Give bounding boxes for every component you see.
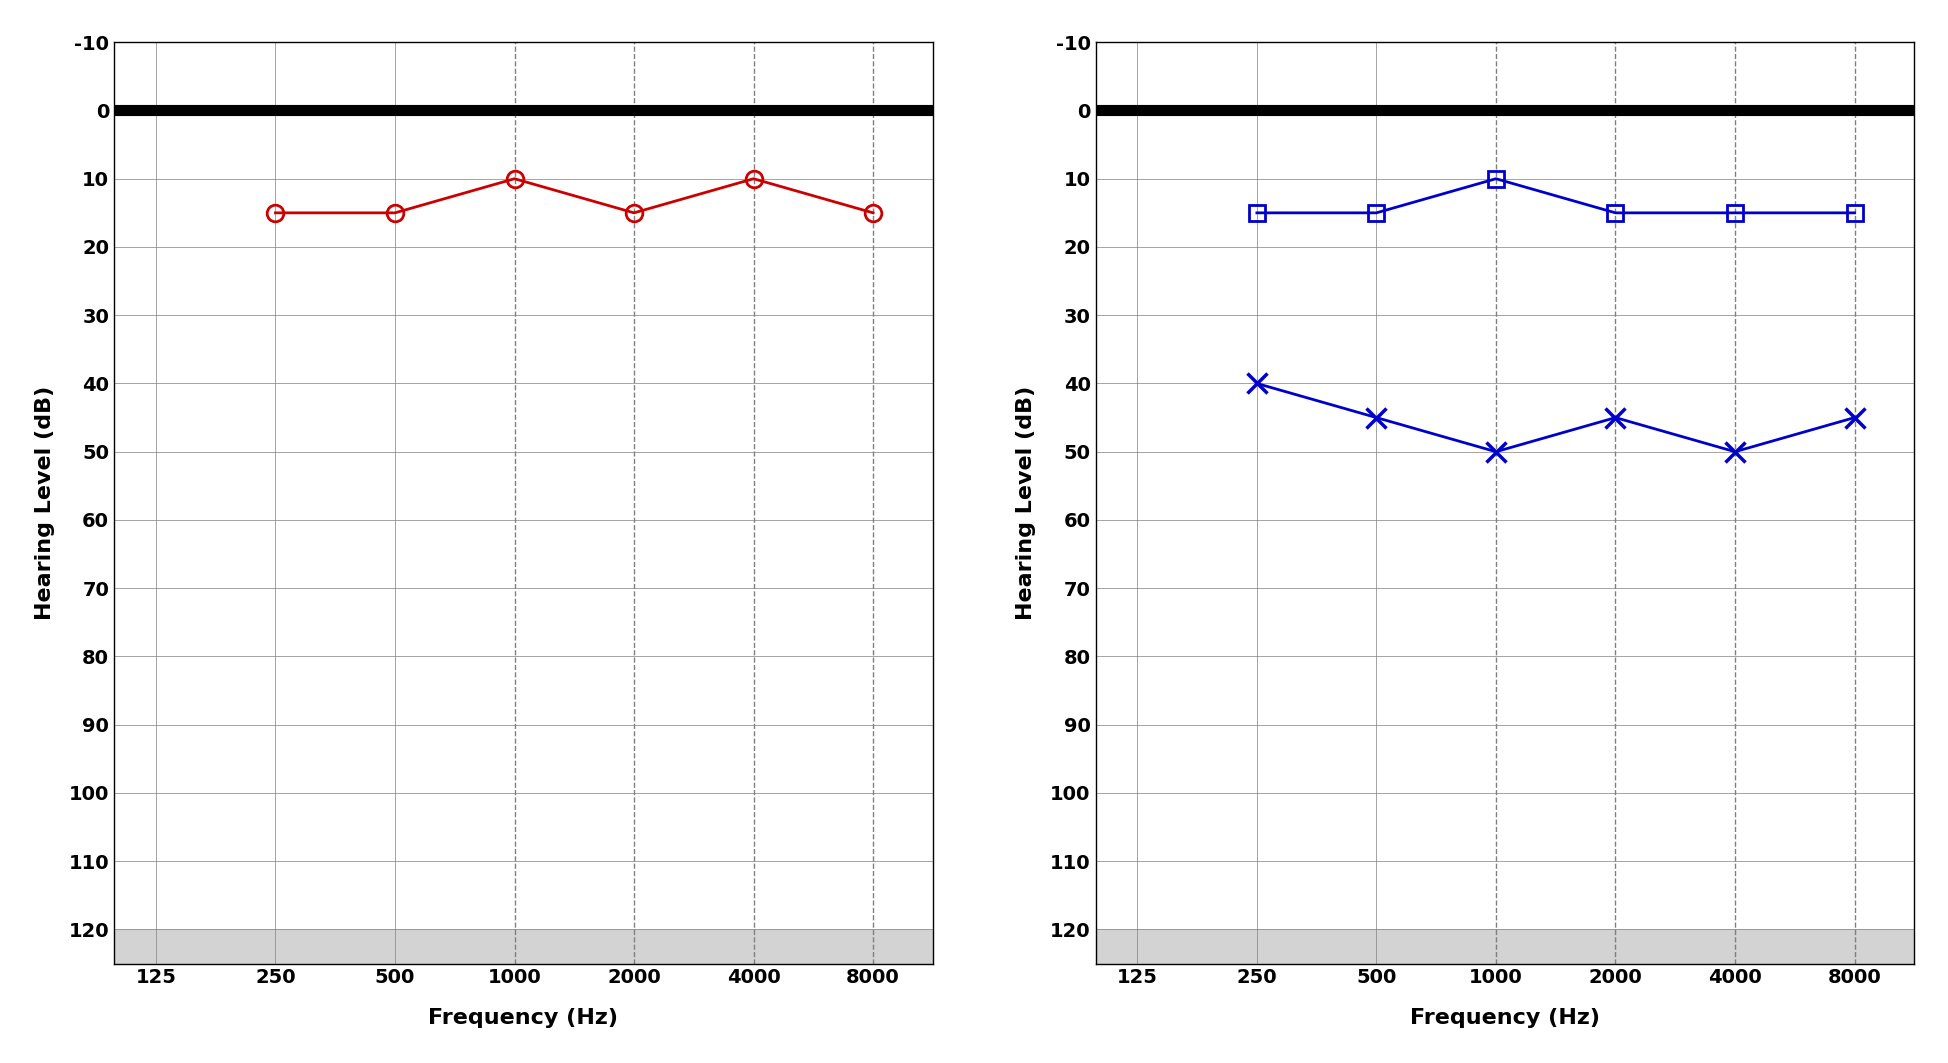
Bar: [115, 929, 933, 963]
Y-axis label: Hearing Level (dB): Hearing Level (dB): [1015, 386, 1036, 620]
X-axis label: Frequency (Hz): Frequency (Hz): [429, 1009, 618, 1028]
Y-axis label: Hearing Level (dB): Hearing Level (dB): [35, 386, 55, 620]
X-axis label: Frequency (Hz): Frequency (Hz): [1408, 1009, 1599, 1028]
Bar: [1095, 929, 1913, 963]
